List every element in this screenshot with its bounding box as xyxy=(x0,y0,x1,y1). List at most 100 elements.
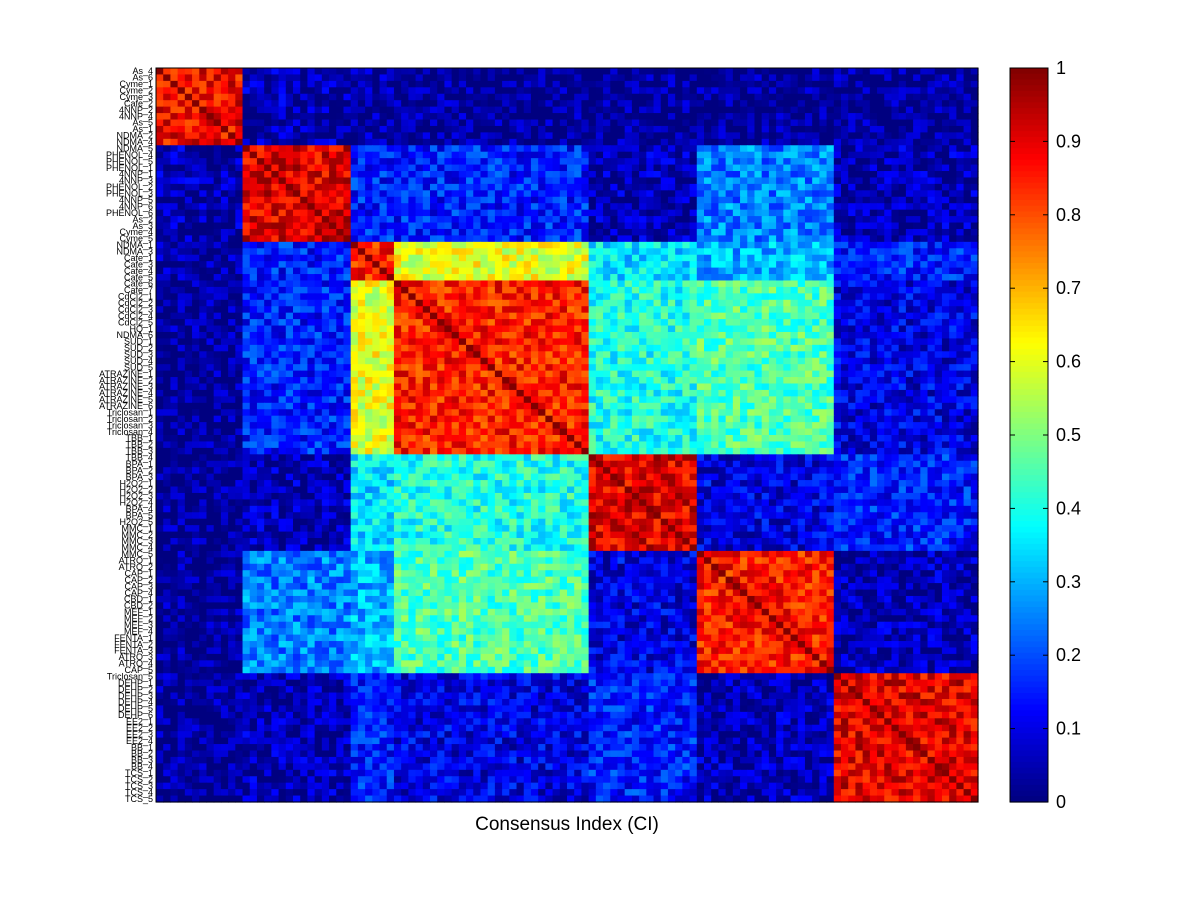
heatmap-cell xyxy=(725,74,734,82)
heatmap-cell xyxy=(552,274,561,282)
heatmap-cell xyxy=(862,235,871,243)
heatmap-cell xyxy=(783,113,792,121)
heatmap-cell xyxy=(913,125,921,133)
heatmap-cell xyxy=(163,100,172,108)
heatmap-cell xyxy=(408,113,417,121)
heatmap-cell xyxy=(285,228,294,236)
heatmap-cell xyxy=(444,331,453,340)
heatmap-cell xyxy=(941,241,950,249)
heatmap-cell xyxy=(869,267,878,275)
heatmap-cell xyxy=(386,138,395,146)
heatmap-cell xyxy=(523,80,532,88)
heatmap-cell xyxy=(761,261,770,269)
heatmap-cell xyxy=(242,125,251,133)
heatmap-cell xyxy=(552,74,561,82)
heatmap-cell xyxy=(631,261,640,269)
heatmap-cell xyxy=(538,138,546,146)
heatmap-cell xyxy=(408,261,417,269)
heatmap-cell xyxy=(891,171,900,179)
heatmap-cell xyxy=(343,312,352,320)
heatmap-cell xyxy=(833,164,842,172)
heatmap-cell xyxy=(941,164,950,172)
heatmap-cell xyxy=(639,235,647,243)
heatmap-cell xyxy=(300,344,309,352)
heatmap-cell xyxy=(956,68,965,76)
heatmap-cell xyxy=(567,190,575,198)
heatmap-cell xyxy=(812,171,820,179)
heatmap-cell xyxy=(559,280,568,288)
heatmap-cell xyxy=(905,100,914,108)
heatmap-cell xyxy=(220,190,229,198)
heatmap-cell xyxy=(278,331,287,340)
heatmap-cell xyxy=(163,106,172,114)
heatmap-cell xyxy=(711,132,720,140)
heatmap-cell xyxy=(949,274,957,282)
heatmap-cell xyxy=(905,138,914,146)
heatmap-cell xyxy=(213,100,222,108)
heatmap-cell xyxy=(437,209,446,217)
heatmap-cell xyxy=(170,164,179,172)
heatmap-cell xyxy=(163,164,172,172)
heatmap-cell xyxy=(249,306,258,314)
heatmap-cell xyxy=(487,267,496,275)
heatmap-cell xyxy=(711,254,720,262)
heatmap-cell xyxy=(913,68,921,76)
heatmap-cell xyxy=(595,203,604,211)
heatmap-cell xyxy=(667,235,676,243)
heatmap-cell xyxy=(329,306,337,314)
heatmap-cell xyxy=(819,306,828,314)
heatmap-cell xyxy=(307,106,316,114)
heatmap-cell xyxy=(588,306,597,314)
heatmap-cell xyxy=(869,306,878,314)
heatmap-cell xyxy=(487,196,496,204)
heatmap-cell xyxy=(970,274,979,282)
heatmap-cell xyxy=(329,216,337,224)
heatmap-cell xyxy=(869,151,878,159)
heatmap-cell xyxy=(667,113,676,121)
heatmap-cell xyxy=(696,293,705,301)
heatmap-cell xyxy=(314,113,323,121)
heatmap-cell xyxy=(819,203,828,211)
heatmap-cell xyxy=(927,93,936,101)
heatmap-cell xyxy=(718,93,727,101)
heatmap-cell xyxy=(776,299,784,307)
heatmap-cell xyxy=(725,241,734,249)
heatmap-cell xyxy=(768,145,777,153)
heatmap-cell xyxy=(430,132,438,140)
heatmap-cell xyxy=(711,145,720,153)
heatmap-cell xyxy=(502,319,510,327)
heatmap-cell xyxy=(631,274,640,282)
heatmap-cell xyxy=(754,222,763,230)
heatmap-cell xyxy=(357,119,366,127)
heatmap-cell xyxy=(826,319,835,327)
heatmap-cell xyxy=(898,274,907,282)
heatmap-cell xyxy=(552,164,561,172)
heatmap-cell xyxy=(401,325,409,333)
heatmap-cell xyxy=(516,132,525,140)
heatmap-cell xyxy=(848,312,857,320)
heatmap-cell xyxy=(595,80,604,88)
heatmap-cell xyxy=(855,106,864,114)
heatmap-cell xyxy=(206,312,215,320)
heatmap-cell xyxy=(156,235,164,243)
heatmap-cell xyxy=(927,299,936,307)
heatmap-cell xyxy=(941,331,950,340)
heatmap-cell xyxy=(220,132,229,140)
heatmap-cell xyxy=(675,222,683,230)
heatmap-cell xyxy=(170,241,179,249)
heatmap-cell xyxy=(819,209,828,217)
heatmap-cell xyxy=(869,228,878,236)
heatmap-cell xyxy=(357,248,366,256)
heatmap-cell xyxy=(747,235,756,243)
heatmap-cell xyxy=(704,100,712,108)
heatmap-cell xyxy=(372,261,381,269)
heatmap-cell xyxy=(213,209,222,217)
heatmap-cell xyxy=(466,119,474,127)
heatmap-cell xyxy=(357,106,366,114)
heatmap-cell xyxy=(581,74,590,82)
heatmap-cell xyxy=(696,177,705,185)
heatmap-cell xyxy=(891,190,900,198)
heatmap-cell xyxy=(437,171,446,179)
heatmap-cell xyxy=(235,138,244,146)
heatmap-cell xyxy=(271,113,280,121)
